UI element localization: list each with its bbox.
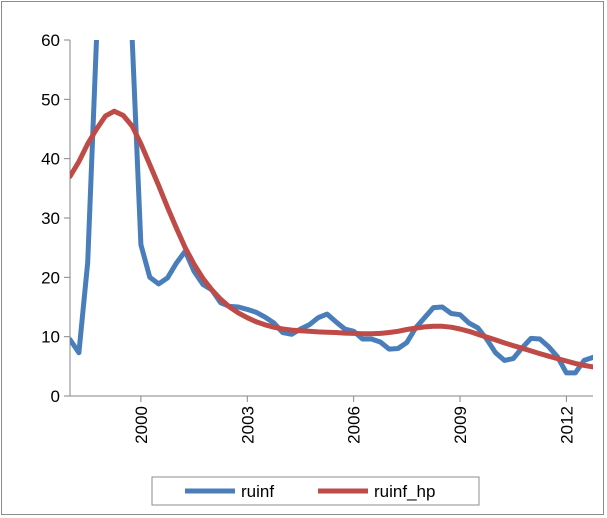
- y-tick-label: 60: [41, 31, 60, 50]
- x-tick-label: 2000: [132, 406, 151, 444]
- legend-label-ruinf-hp: ruinf_hp: [374, 482, 435, 501]
- x-tick-label: 2009: [451, 406, 470, 444]
- x-tick-label: 2012: [557, 406, 576, 444]
- legend-label-ruinf: ruinf: [241, 482, 274, 501]
- y-tick-label: 0: [51, 387, 60, 406]
- series-line-ruinf-hp: [70, 108, 593, 370]
- x-tick-label: 2006: [345, 406, 364, 444]
- y-tick-label: 20: [41, 268, 60, 287]
- y-tick-label: 50: [41, 90, 60, 109]
- y-axis: 0 10 20 30 40 50 60: [41, 31, 71, 406]
- y-tick-label: 10: [41, 328, 60, 347]
- series-layer: [70, 40, 593, 376]
- y-tick-label: 30: [41, 209, 60, 228]
- y-tick-label: 40: [41, 150, 60, 169]
- x-tick-label: 2003: [238, 406, 257, 444]
- series-line-ruinf: [70, 40, 593, 376]
- x-axis: 2000 2003 2006 2009 2012: [70, 395, 593, 444]
- legend: ruinf ruinf_hp: [151, 476, 480, 506]
